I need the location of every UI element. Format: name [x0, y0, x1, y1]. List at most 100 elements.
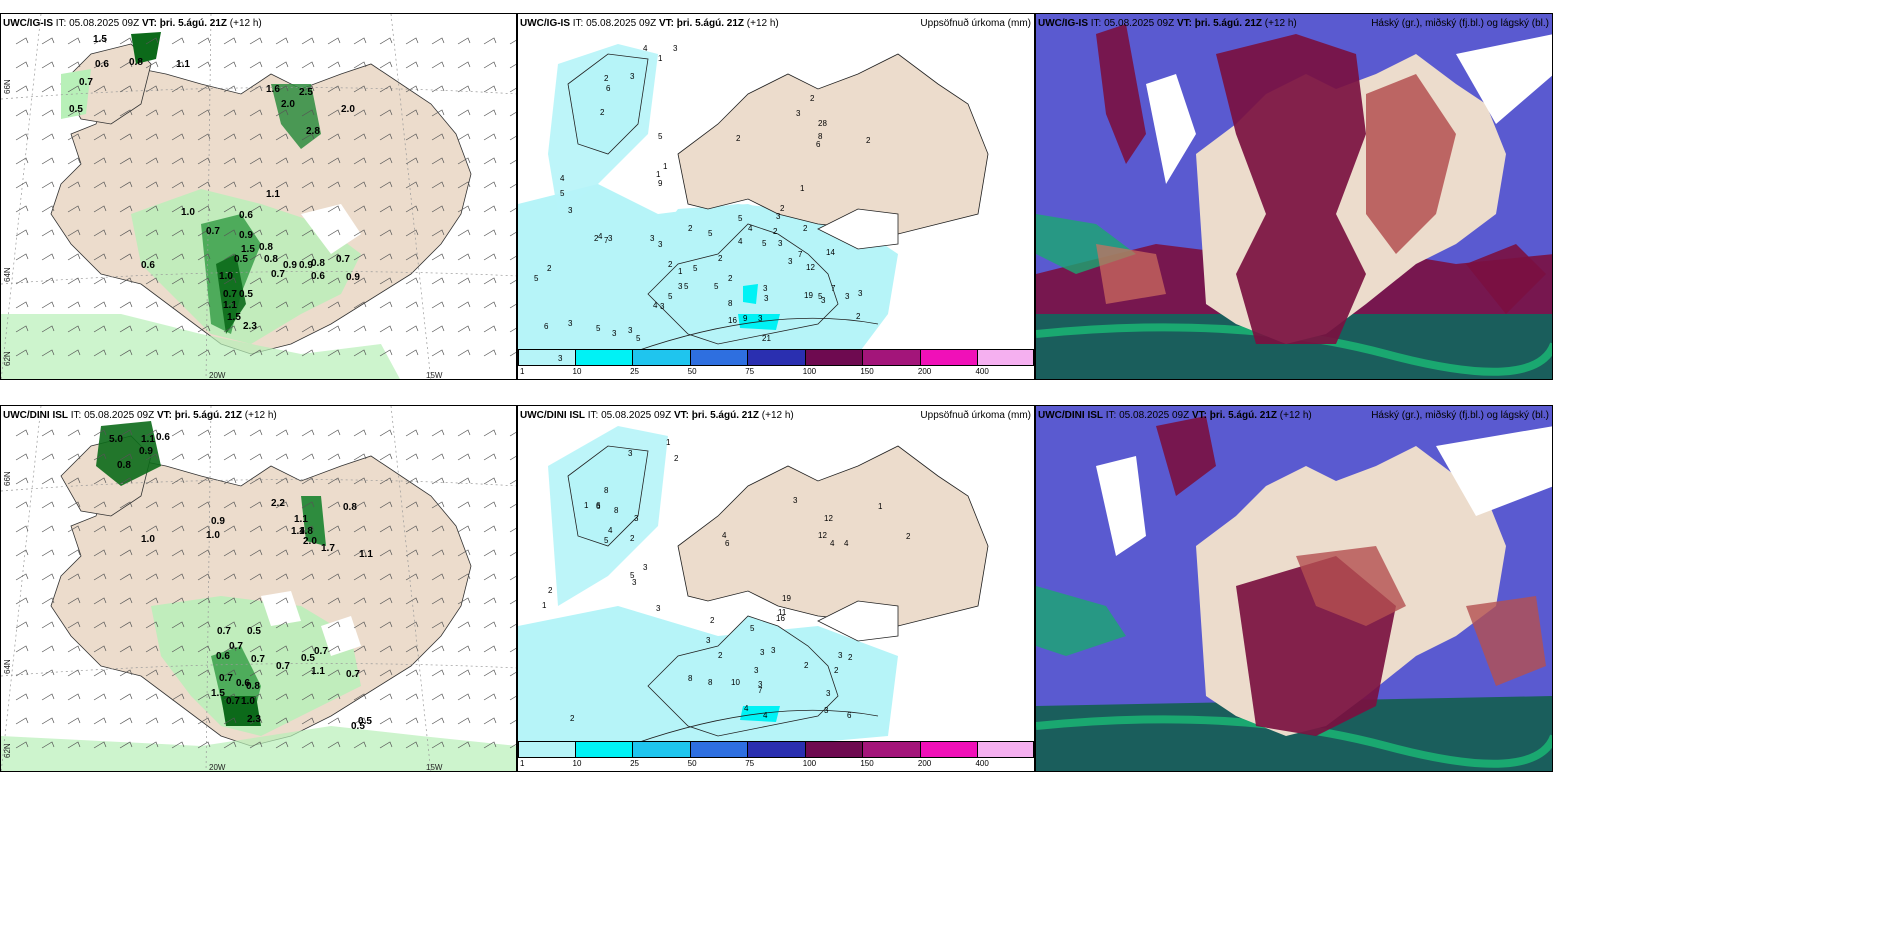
colorbar-tick-label: 10 — [572, 759, 582, 768]
precip-colorbar: 1 10 25 50 75 100 150 200 400 — [518, 349, 1034, 379]
wind-barb — [119, 349, 133, 357]
wind-barb — [457, 301, 471, 309]
lat-label: 62N — [3, 351, 12, 366]
wind-barb — [119, 573, 133, 581]
precip-value-label: 6 — [596, 501, 601, 510]
precip-value-label: 3 — [706, 636, 711, 645]
it-label: IT: — [1090, 18, 1102, 29]
wind-barb — [327, 325, 341, 333]
wind-barb — [119, 157, 133, 165]
wind-barb — [353, 37, 367, 45]
wind-barb — [41, 157, 55, 165]
wind-barb — [379, 229, 393, 237]
wind-barb — [405, 501, 419, 509]
wind-barb — [379, 693, 393, 701]
it-value: 05.08.2025 09Z — [69, 18, 140, 29]
it-value: 05.08.2025 09Z — [1119, 410, 1190, 421]
wind-barb — [509, 279, 516, 285]
wind-barb — [509, 255, 516, 261]
wind-barb — [67, 109, 81, 117]
wind-barb — [353, 525, 367, 533]
wind-barb — [405, 477, 419, 485]
vt-value: þri. 5.ágú. 21Z — [159, 18, 227, 29]
precip-value-label: 2 — [906, 532, 911, 541]
wind-barb — [15, 85, 29, 93]
wind-barb — [119, 109, 133, 117]
wind-barb — [405, 301, 419, 309]
wind-barb — [171, 645, 185, 653]
wind-barb — [249, 205, 263, 213]
colorbar-tick-label: 200 — [917, 367, 932, 376]
wind-barb — [275, 669, 289, 677]
wind-barb — [509, 503, 516, 509]
wind-barb — [431, 133, 445, 141]
wind-value-label: 0.6 — [216, 651, 230, 662]
wind-barb — [301, 181, 315, 189]
wind-barb — [145, 693, 159, 701]
wind-barb — [15, 621, 29, 629]
precip-value-label: 2 — [710, 616, 715, 625]
wind-barb — [405, 669, 419, 677]
precip-value-label: 5 — [693, 264, 698, 273]
wind-barb — [327, 85, 341, 93]
panel-title: UWC/DINI ISL IT: 05.08.2025 09Z VT: þri.… — [3, 410, 277, 421]
wind-barb — [119, 741, 133, 749]
precip-value-label: 3 — [763, 284, 768, 293]
precip-value-label: 8 — [818, 132, 823, 141]
wind-barb — [93, 253, 107, 261]
colorbar-tick-label: 50 — [687, 759, 697, 768]
wind-barb — [327, 133, 341, 141]
colorbar-tick-label: 25 — [630, 367, 640, 376]
wind-barb — [509, 623, 516, 629]
wind-barb — [197, 525, 211, 533]
wind-barb — [223, 645, 237, 653]
wind-barb — [275, 301, 289, 309]
precip-value-label: 3 — [788, 257, 793, 266]
wind-barb — [249, 549, 263, 557]
wind-barb — [93, 61, 107, 69]
wind-barb — [249, 133, 263, 141]
colorbar-tick-label: 150 — [860, 367, 874, 376]
wind-barb — [67, 229, 81, 237]
wind-barb — [249, 325, 263, 333]
wind-barb — [301, 157, 315, 165]
wind-barb — [145, 181, 159, 189]
precip-value-label: 1 — [584, 501, 589, 510]
wind-barb — [457, 61, 471, 69]
wind-barb — [353, 181, 367, 189]
precip-value-label: 2 — [600, 108, 605, 117]
colorbar-segment — [863, 349, 921, 366]
lead-time: (+12 h) — [761, 410, 794, 421]
wind-barb — [431, 501, 445, 509]
wind-barb — [171, 277, 185, 285]
wind-barb — [405, 453, 419, 461]
wind-barb — [509, 87, 516, 93]
wind-barb — [15, 109, 29, 117]
wind-barb — [275, 349, 289, 357]
wind-barb — [431, 301, 445, 309]
precip-value-label: 6 — [596, 502, 601, 511]
wind-barb — [119, 181, 133, 189]
lat-label: 64N — [3, 267, 12, 282]
wind-barb — [41, 181, 55, 189]
wind-value-label: 2.0 — [303, 536, 317, 547]
wind-barb — [67, 37, 81, 45]
wind-barb — [275, 253, 289, 261]
wind-barb — [41, 741, 55, 749]
wind-barb — [67, 717, 81, 725]
wind-barb — [145, 669, 159, 677]
wind-value-label: 0.6 — [156, 432, 170, 443]
precip-value-label: 2 — [594, 234, 599, 243]
colorbar-tick-label: 1 — [520, 759, 525, 768]
wind-barb — [457, 525, 471, 533]
precip-value-label: 6 — [544, 322, 549, 331]
wind-barb — [93, 549, 107, 557]
colorbar-tick-label: 50 — [687, 367, 697, 376]
precip-value-label: 3 — [838, 651, 843, 660]
wind-barb — [509, 303, 516, 309]
wind-barb — [431, 349, 445, 357]
wind-barb — [145, 621, 159, 629]
precip-value-label: 21 — [762, 334, 771, 343]
wind-barb — [249, 85, 263, 93]
wind-barb — [275, 429, 289, 437]
